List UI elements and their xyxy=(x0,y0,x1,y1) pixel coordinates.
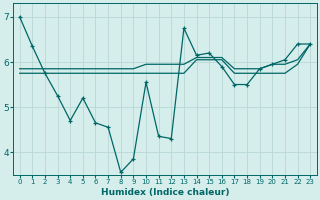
X-axis label: Humidex (Indice chaleur): Humidex (Indice chaleur) xyxy=(101,188,229,197)
